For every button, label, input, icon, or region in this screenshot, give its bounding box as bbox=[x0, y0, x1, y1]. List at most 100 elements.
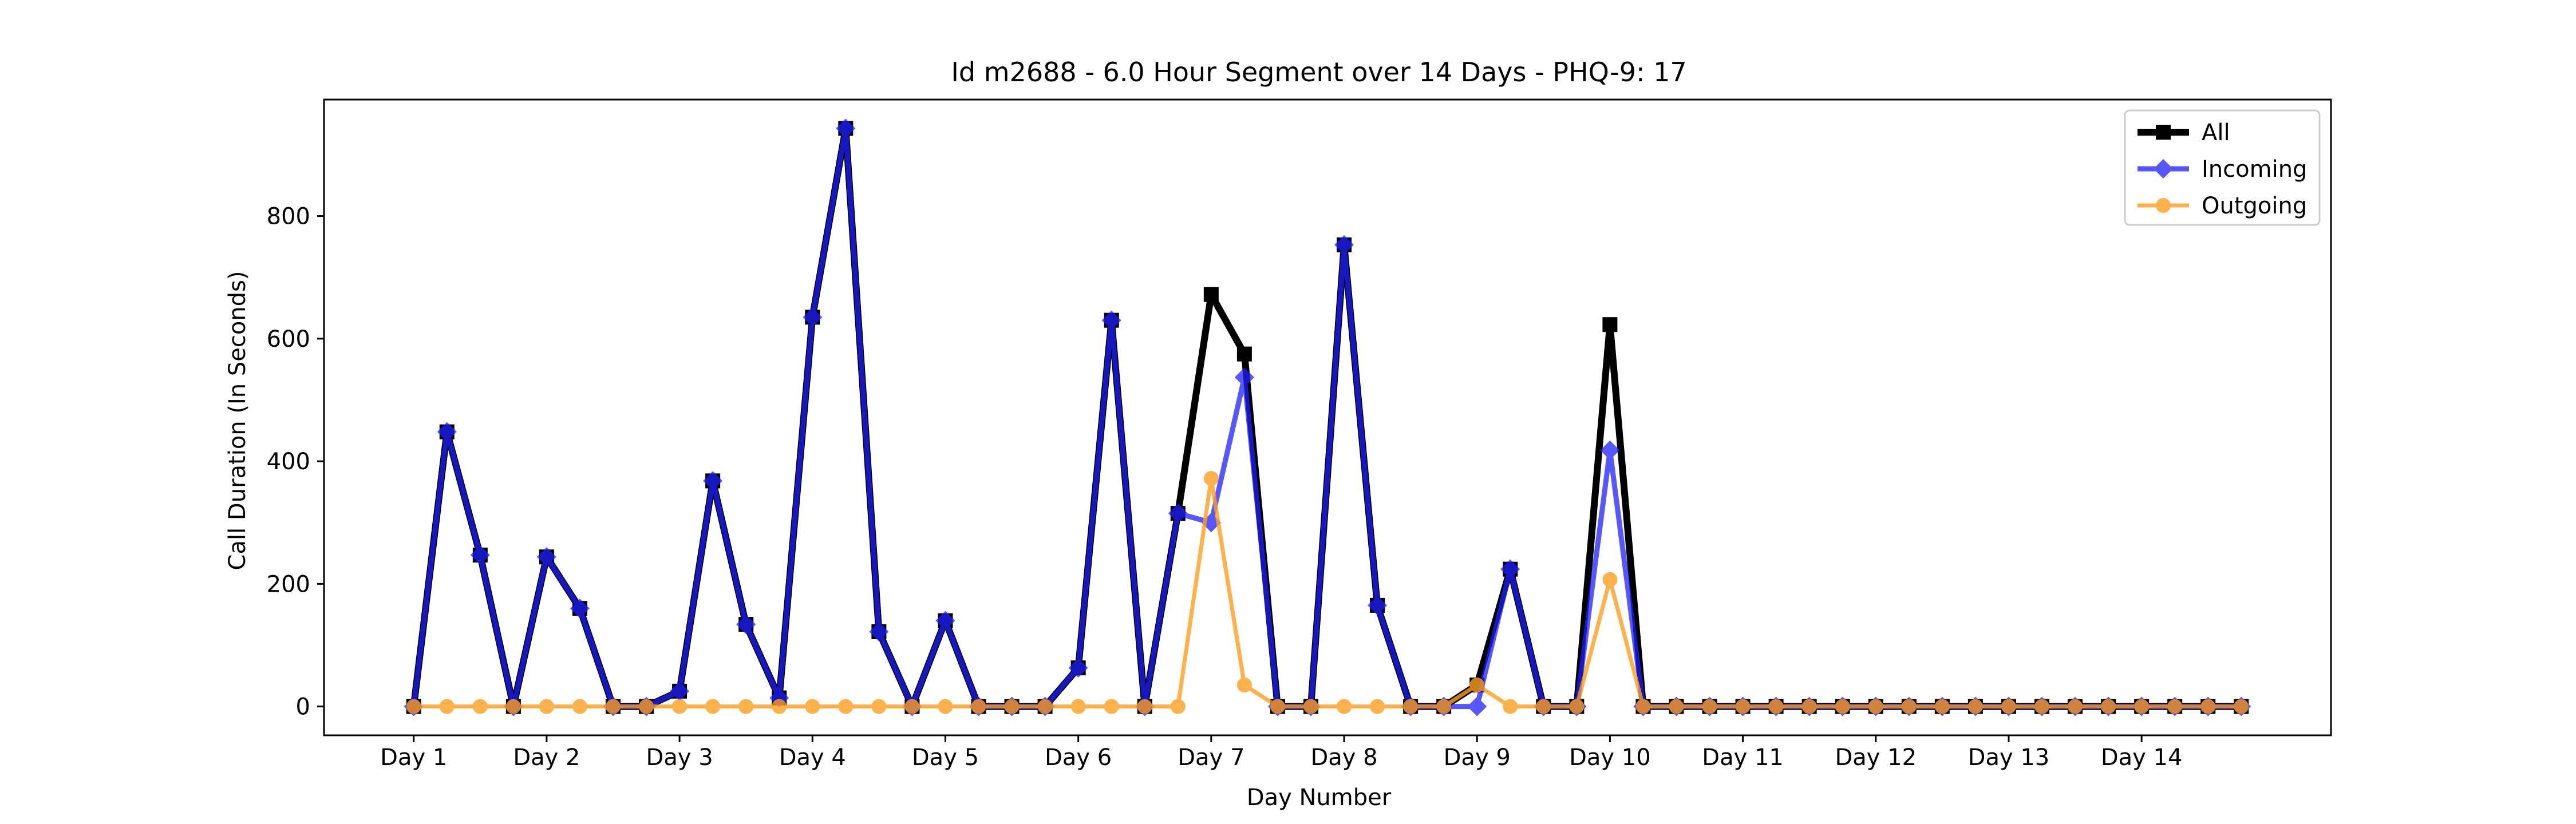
x-tick-label: Day 1 bbox=[380, 744, 447, 771]
data-point bbox=[1037, 699, 1053, 714]
x-tick-label: Day 12 bbox=[1835, 744, 1917, 771]
data-point bbox=[1602, 317, 1618, 332]
data-point bbox=[1337, 699, 1352, 714]
x-tick-label: Day 6 bbox=[1045, 744, 1112, 771]
legend: All Incoming Outgoing bbox=[2124, 109, 2321, 226]
y-tick-label: 600 bbox=[267, 326, 310, 352]
data-point bbox=[1500, 559, 1520, 579]
series-outgoing bbox=[406, 471, 2249, 714]
data-point bbox=[670, 681, 690, 701]
data-point bbox=[1170, 699, 1186, 714]
data-point bbox=[871, 699, 887, 714]
data-point bbox=[1635, 699, 1651, 714]
y-tick-label: 800 bbox=[267, 204, 310, 230]
data-point bbox=[935, 611, 955, 631]
data-point bbox=[904, 699, 920, 714]
data-point bbox=[1137, 699, 1152, 714]
data-point bbox=[572, 699, 587, 714]
data-point bbox=[1236, 678, 1252, 693]
data-point bbox=[1436, 699, 1452, 714]
data-point bbox=[1203, 471, 1219, 486]
data-point bbox=[1602, 572, 1618, 587]
legend-item-all bbox=[2138, 125, 2189, 140]
data-point bbox=[1569, 699, 1585, 714]
data-point bbox=[1203, 287, 1219, 302]
data-point bbox=[570, 599, 590, 619]
data-point bbox=[1967, 699, 1983, 714]
data-point bbox=[1503, 699, 1518, 714]
data-point bbox=[1104, 699, 1119, 714]
y-axis-title: Call Duration (In Seconds) bbox=[224, 271, 251, 571]
data-point bbox=[1868, 699, 1883, 714]
data-point bbox=[2200, 699, 2216, 714]
data-point bbox=[470, 545, 490, 565]
legend-item-outgoing bbox=[2138, 198, 2189, 213]
data-point bbox=[1004, 699, 1020, 714]
y-tick-label: 200 bbox=[267, 571, 310, 597]
x-tick-label: Day 4 bbox=[779, 744, 846, 771]
x-tick-label: Day 5 bbox=[912, 744, 979, 771]
legend-item-incoming bbox=[2138, 159, 2189, 179]
legend-marker bbox=[2154, 159, 2173, 179]
legend-label: Incoming bbox=[2202, 156, 2307, 183]
data-point bbox=[406, 699, 421, 714]
data-point bbox=[703, 471, 723, 491]
data-point bbox=[439, 699, 455, 714]
data-point bbox=[2068, 699, 2083, 714]
data-point bbox=[1467, 696, 1487, 716]
x-tick-label: Day 9 bbox=[1444, 744, 1511, 771]
series-all bbox=[406, 121, 2249, 714]
data-point bbox=[772, 699, 787, 714]
plot-area: Day 1 Day 2 Day 3 Day 4 Day 5 Day 6 Day 7 Day 8… bbox=[267, 98, 2332, 771]
y-tick-label: 0 bbox=[296, 694, 310, 720]
data-point bbox=[1234, 367, 1254, 387]
data-point bbox=[1901, 699, 1917, 714]
data-point bbox=[672, 699, 688, 714]
data-point bbox=[1101, 310, 1121, 330]
data-point bbox=[2134, 699, 2150, 714]
data-point bbox=[2034, 699, 2049, 714]
data-point bbox=[1801, 699, 1817, 714]
data-point bbox=[1536, 699, 1551, 714]
data-point bbox=[971, 699, 986, 714]
data-point bbox=[705, 699, 721, 714]
data-point bbox=[1702, 699, 1717, 714]
data-point bbox=[1370, 699, 1385, 714]
data-point bbox=[938, 699, 953, 714]
legend-box bbox=[2124, 109, 2321, 226]
data-point bbox=[1368, 595, 1388, 615]
x-tick-label: Day 11 bbox=[1702, 744, 1784, 771]
x-tick-label: Day 14 bbox=[2101, 744, 2183, 771]
series-line bbox=[410, 125, 2242, 710]
data-point bbox=[2001, 699, 2016, 714]
data-point bbox=[736, 615, 756, 635]
data-point bbox=[1735, 699, 1751, 714]
data-point bbox=[1669, 699, 1684, 714]
data-point bbox=[869, 621, 889, 641]
data-point bbox=[2167, 699, 2183, 714]
x-tick-label: Day 8 bbox=[1310, 744, 1377, 771]
legend-label: All bbox=[2202, 120, 2230, 146]
data-point bbox=[838, 699, 854, 714]
data-point bbox=[2101, 699, 2116, 714]
data-point bbox=[738, 699, 754, 714]
data-point bbox=[805, 699, 820, 714]
data-point bbox=[1934, 699, 1950, 714]
data-point bbox=[2234, 699, 2249, 714]
data-point bbox=[1270, 699, 1285, 714]
data-point bbox=[539, 699, 554, 714]
data-point bbox=[836, 118, 856, 138]
data-point bbox=[1835, 699, 1850, 714]
series-incoming bbox=[404, 118, 2251, 716]
data-point bbox=[505, 699, 521, 714]
data-point bbox=[1768, 699, 1784, 714]
legend-label: Outgoing bbox=[2202, 193, 2307, 219]
data-point bbox=[1236, 346, 1252, 362]
y-tick-label: 400 bbox=[267, 449, 310, 475]
legend-marker bbox=[2156, 198, 2171, 213]
data-point bbox=[606, 699, 621, 714]
legend-marker bbox=[2156, 125, 2171, 140]
plot-frame bbox=[323, 98, 2332, 736]
data-point bbox=[1334, 235, 1354, 255]
